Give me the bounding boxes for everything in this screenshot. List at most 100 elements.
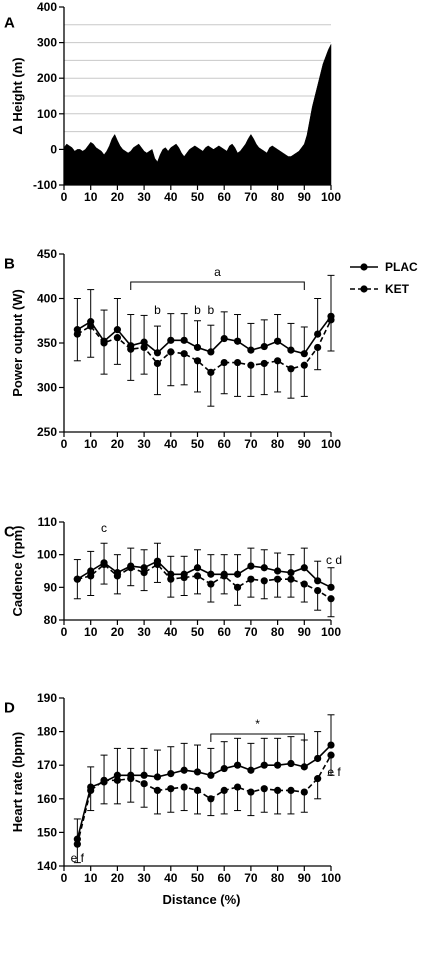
y-tick-label: 250: [37, 425, 57, 439]
legend-swatch-marker: [360, 285, 368, 293]
data-point: [167, 336, 175, 344]
x-tick-label: 40: [164, 871, 178, 885]
data-point: [140, 780, 148, 788]
x-tick-label: 30: [137, 625, 151, 639]
x-axis-label: Distance (%): [162, 892, 240, 907]
data-point: [180, 783, 188, 791]
data-point: [327, 316, 335, 324]
x-tick-label: 40: [164, 625, 178, 639]
x-tick-label: 20: [111, 871, 125, 885]
data-point: [180, 573, 188, 582]
x-tick-label: 90: [298, 871, 312, 885]
x-tick-label: 0: [61, 625, 68, 639]
x-tick-label: 60: [218, 190, 232, 204]
data-point: [113, 572, 121, 580]
x-tick-label: 10: [84, 437, 98, 451]
data-point: [207, 348, 215, 356]
legend-swatch-marker: [360, 263, 368, 271]
data-point: [260, 342, 268, 351]
data-point: [300, 564, 308, 572]
data-point: [314, 587, 322, 595]
data-point: [180, 766, 188, 774]
x-tick-label: 90: [298, 190, 312, 204]
data-point: [287, 569, 295, 577]
data-point: [260, 359, 268, 368]
y-tick-label: 180: [37, 725, 57, 739]
y-tick-label: 80: [44, 613, 58, 627]
data-point: [220, 572, 228, 580]
data-point: [193, 572, 202, 580]
data-point: [327, 595, 335, 603]
annotation-label: c: [101, 521, 107, 535]
y-axis-label: Heart rate (bpm): [10, 732, 25, 832]
x-tick-label: 50: [191, 625, 205, 639]
data-point: [260, 577, 268, 585]
data-point: [207, 580, 215, 588]
significance-bracket: [130, 281, 305, 290]
x-tick-label: 40: [164, 437, 178, 451]
data-point: [73, 330, 81, 338]
series-line: [76, 754, 332, 845]
panel-d: D 140 150 160 170 180 190 0 10 20 30 40 50 60 70 80 90 10…: [4, 691, 341, 907]
annotation-label: e f: [71, 851, 85, 865]
x-tick-label: 10: [84, 190, 98, 204]
series-plac: [73, 542, 335, 591]
elevation-area: [63, 44, 332, 186]
series-plac: [73, 274, 335, 358]
x-tick-label: 60: [218, 871, 232, 885]
data-point: [73, 575, 81, 583]
x-tick-label: 70: [244, 871, 258, 885]
y-tick-label: 0: [50, 142, 57, 156]
data-point: [87, 572, 95, 580]
panel-c: C 80 90 100 110 0 10 20 30 40 50 60 70 80 90 100 Cadence…: [4, 515, 342, 639]
data-point: [167, 575, 175, 583]
legend: PLAC KET: [350, 260, 418, 296]
x-tick-label: 100: [321, 437, 341, 451]
panel-letter: B: [4, 255, 15, 272]
y-tick-label: 450: [37, 247, 57, 261]
data-point: [274, 575, 282, 583]
data-point: [207, 771, 215, 779]
data-point: [87, 786, 95, 795]
data-point: [113, 776, 121, 784]
data-point: [113, 326, 121, 334]
y-tick-label: 150: [37, 825, 57, 839]
data-point: [180, 336, 188, 344]
data-point: [300, 788, 308, 796]
data-point: [167, 770, 175, 778]
data-point: [127, 775, 135, 783]
data-point: [100, 560, 108, 569]
data-point: [113, 771, 121, 779]
data-point: [207, 795, 215, 803]
data-point: [100, 776, 108, 784]
data-point: [300, 350, 308, 358]
data-point: [260, 785, 268, 793]
data-point: [87, 322, 95, 330]
data-point: [193, 343, 202, 352]
data-point: [153, 560, 162, 569]
y-axis-label: Cadence (rpm): [10, 525, 25, 616]
data-point: [113, 334, 121, 342]
data-point: [314, 775, 322, 783]
y-tick-label: 350: [37, 336, 57, 350]
data-point: [274, 786, 282, 795]
panel-b: B 250 300 350 400 450 0 10 20 30 40 50 60 70 80 90 100 Po…: [4, 247, 418, 451]
data-point: [167, 348, 175, 356]
data-point: [193, 564, 202, 572]
x-tick-label: 60: [218, 625, 232, 639]
data-point: [153, 359, 162, 368]
panel-letter: A: [4, 14, 15, 31]
y-tick-label: 90: [44, 580, 58, 594]
data-point: [300, 580, 308, 588]
x-tick-label: 0: [61, 871, 68, 885]
data-point: [153, 349, 162, 357]
annotation-label: b: [194, 303, 201, 317]
data-point: [247, 562, 255, 570]
panel-letter: C: [4, 523, 15, 540]
y-axis-label: Δ Height (m): [10, 57, 25, 134]
y-tick-label: 300: [37, 381, 57, 395]
data-point: [73, 840, 81, 848]
x-tick-label: 70: [244, 437, 258, 451]
data-point: [233, 570, 242, 578]
